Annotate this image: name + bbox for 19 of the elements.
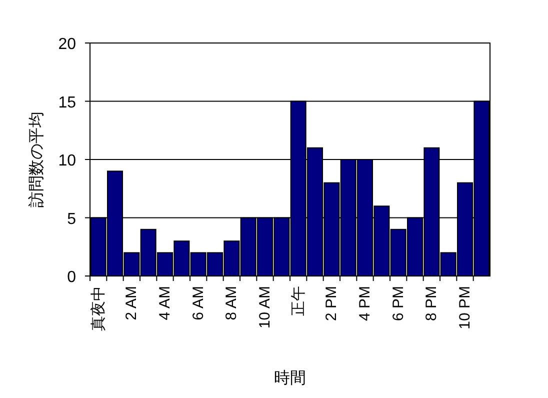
x-tick-label: 2 AM [123,286,140,320]
y-axis-title: 訪問数の平均 [26,112,46,208]
x-tick-label: 8 PM [423,286,440,322]
y-tick-label: 10 [58,152,76,170]
x-tick-label: 10 AM [256,286,274,329]
x-tick-label: 正午 [290,286,307,316]
x-tick-label: 4 PM [356,286,374,322]
y-tick-label: 5 [67,210,76,228]
x-tick-label: 2 PM [323,286,340,322]
y-tick-label: 15 [58,94,76,112]
y-tick-label: 0 [67,269,76,286]
x-tick-label: 4 AM [156,286,174,320]
y-tick-label: 20 [58,36,76,53]
x-tick-label: 8 AM [223,286,240,320]
x-tick-label: 10 PM [456,286,474,330]
x-tick-label: 真夜中 [90,286,107,331]
x-tick-label: 6 AM [190,286,207,320]
x-tick-label: 6 PM [390,286,407,322]
x-axis-title: 時間 [274,368,306,387]
